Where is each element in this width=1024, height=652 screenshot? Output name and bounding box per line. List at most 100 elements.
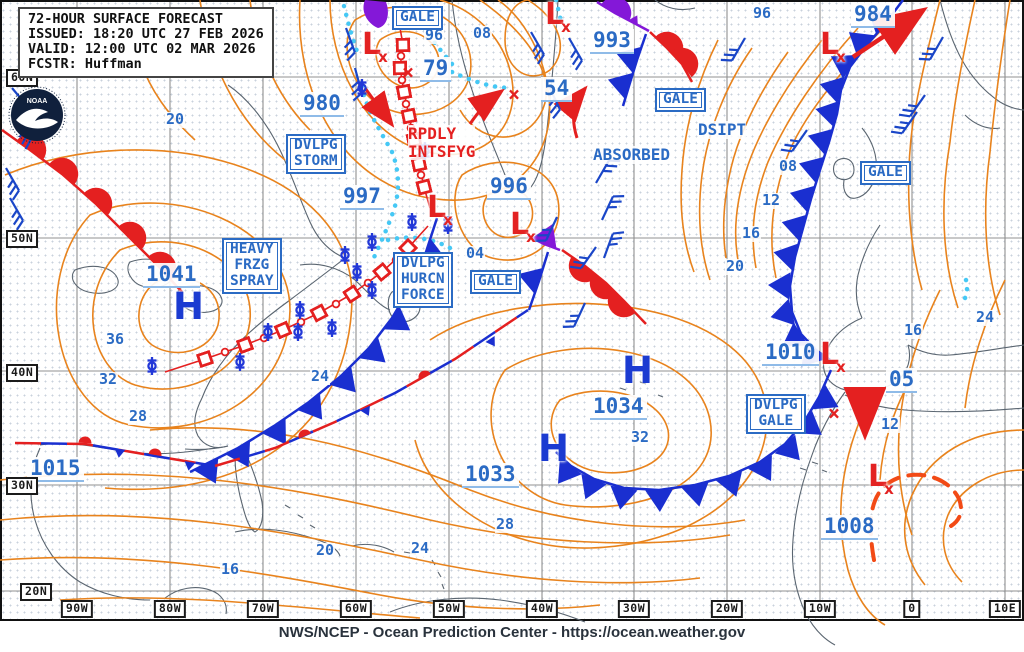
low-pressure-symbol: Lx — [545, 0, 571, 35]
low-pressure-symbol: Lx — [868, 462, 894, 497]
longitude-label: 40W — [525, 600, 559, 618]
hazard-warning-box: GALE — [392, 6, 443, 30]
longitude-label: 70W — [246, 600, 280, 618]
trough-line — [868, 472, 963, 562]
pressure-value-label: 993 — [590, 29, 634, 55]
isobar-value-label: 16 — [903, 321, 924, 339]
longitude-label: 80W — [153, 600, 187, 618]
low-position-x: x — [836, 358, 846, 376]
cold-front — [555, 369, 839, 512]
longitude-label: 10E — [988, 600, 1022, 618]
svg-text:NOAA: NOAA — [27, 98, 48, 105]
noaa-logo: NOAA — [8, 86, 66, 144]
freezing-spray-symbols — [146, 77, 454, 377]
occluded-front — [596, 0, 650, 33]
low-letter: L — [362, 27, 382, 62]
isobar-value-label: 16 — [741, 224, 762, 242]
cold-front — [607, 33, 648, 107]
isobar-value-label: 12 — [761, 191, 782, 209]
pressure-value-label: 1033 — [462, 463, 519, 489]
pressure-value-label: 05 — [886, 368, 918, 394]
annotation-text: ABSORBED — [593, 145, 671, 164]
latitude-label: 30N — [6, 477, 39, 495]
pressure-value-label: 980 — [300, 92, 344, 118]
longitude-label: 60W — [339, 600, 373, 618]
pressure-value-label: 996 — [487, 175, 531, 201]
isobar-value-label: 24 — [410, 539, 431, 557]
forecast-header: 72-HOUR SURFACE FORECAST ISSUED: 18:20 U… — [18, 7, 274, 79]
pressure-value-label: 984 — [851, 3, 895, 29]
header-title: 72-HOUR SURFACE FORECAST — [28, 11, 224, 27]
pressure-value-label: 1034 — [590, 395, 647, 421]
isobar-value-label: 32 — [98, 370, 119, 388]
isobar-value-label: 96 — [752, 4, 773, 22]
position-cross-mark: × — [508, 82, 521, 106]
map-border — [0, 0, 1024, 621]
isobar-value-label: 08 — [778, 157, 799, 175]
isobar-value-label: 20 — [315, 541, 336, 559]
low-pressure-symbol: Lx — [510, 210, 536, 245]
attribution-text: NWS/NCEP - Ocean Prediction Center - htt… — [278, 624, 746, 641]
pressure-value-label: 79 — [420, 57, 452, 83]
low-letter: L — [868, 459, 888, 494]
header-forecaster: FCSTR: Huffman — [28, 56, 142, 73]
hazard-warning-box: GALE — [655, 88, 706, 112]
warm-front — [561, 248, 647, 325]
low-letter: L — [545, 0, 565, 32]
cold-front — [768, 0, 904, 367]
annotation-text: DSIPT — [698, 120, 747, 139]
low-pressure-symbol: Lx — [362, 30, 388, 65]
low-position-x: x — [836, 48, 846, 66]
occluded-front-blob — [363, 0, 388, 28]
warm-front — [649, 31, 699, 83]
high-pressure-symbol: H — [538, 427, 569, 470]
longitude-label: 10W — [803, 600, 837, 618]
isobar-value-label: 24 — [310, 367, 331, 385]
pressure-value-label: 1010 — [762, 341, 819, 367]
hazard-warning-box: DVLPG STORM — [286, 134, 346, 174]
hazard-warning-box: GALE — [470, 270, 521, 294]
hazard-warning-box: DVLPG GALE — [746, 394, 806, 434]
annotation-text: RPDLY INTSFYG — [408, 124, 476, 161]
position-cross-mark: × — [402, 60, 415, 84]
hazard-warning-box: HEAVY FRZG SPRAY — [222, 238, 282, 294]
low-position-x: x — [884, 480, 894, 498]
header-issued: ISSUED: 18:20 UTC 27 FEB 2026 — [28, 26, 264, 43]
hazard-warning-box: DVLPG HURCN FORCE — [393, 252, 453, 308]
isobar-value-label: 16 — [220, 560, 241, 578]
low-pressure-symbol: Lx — [820, 30, 846, 65]
isobar-value-label: 04 — [465, 244, 486, 262]
high-pressure-symbol: H — [622, 349, 653, 392]
isobar-value-label: 96 — [424, 26, 445, 44]
low-position-x: x — [378, 48, 388, 66]
pressure-value-label: 1008 — [821, 515, 878, 541]
pressure-value-label: 54 — [541, 77, 573, 103]
low-position-x: x — [561, 18, 571, 36]
longitude-label: 50W — [432, 600, 466, 618]
latitude-label: 40N — [6, 364, 39, 382]
isobar-value-label: 32 — [630, 428, 651, 446]
isobar-value-label: 20 — [725, 257, 746, 275]
isobar-value-label: 08 — [472, 24, 493, 42]
longitude-label: 0 — [903, 600, 921, 618]
position-cross-mark: × — [828, 401, 841, 425]
latitude-label: 20N — [20, 583, 53, 601]
longitude-label: 90W — [60, 600, 94, 618]
low-pressure-symbol: Lx — [427, 193, 453, 228]
header-valid: VALID: 12:00 UTC 02 MAR 2026 — [28, 41, 256, 58]
isobar-value-label: 28 — [495, 515, 516, 533]
high-pressure-symbol: H — [173, 285, 204, 328]
hazard-warning-box: GALE — [860, 161, 911, 185]
latitude-label: 50N — [6, 230, 39, 248]
motion-arrows — [361, 7, 928, 441]
longitude-label: 20W — [710, 600, 744, 618]
isobar-value-label: 36 — [105, 330, 126, 348]
stationary-front-red — [214, 308, 529, 468]
isobar-value-label: 12 — [880, 415, 901, 433]
isobar-value-label: 24 — [975, 308, 996, 326]
low-pressure-symbol: Lx — [820, 340, 846, 375]
isobar-value-label: 20 — [165, 110, 186, 128]
low-letter: L — [510, 207, 530, 242]
